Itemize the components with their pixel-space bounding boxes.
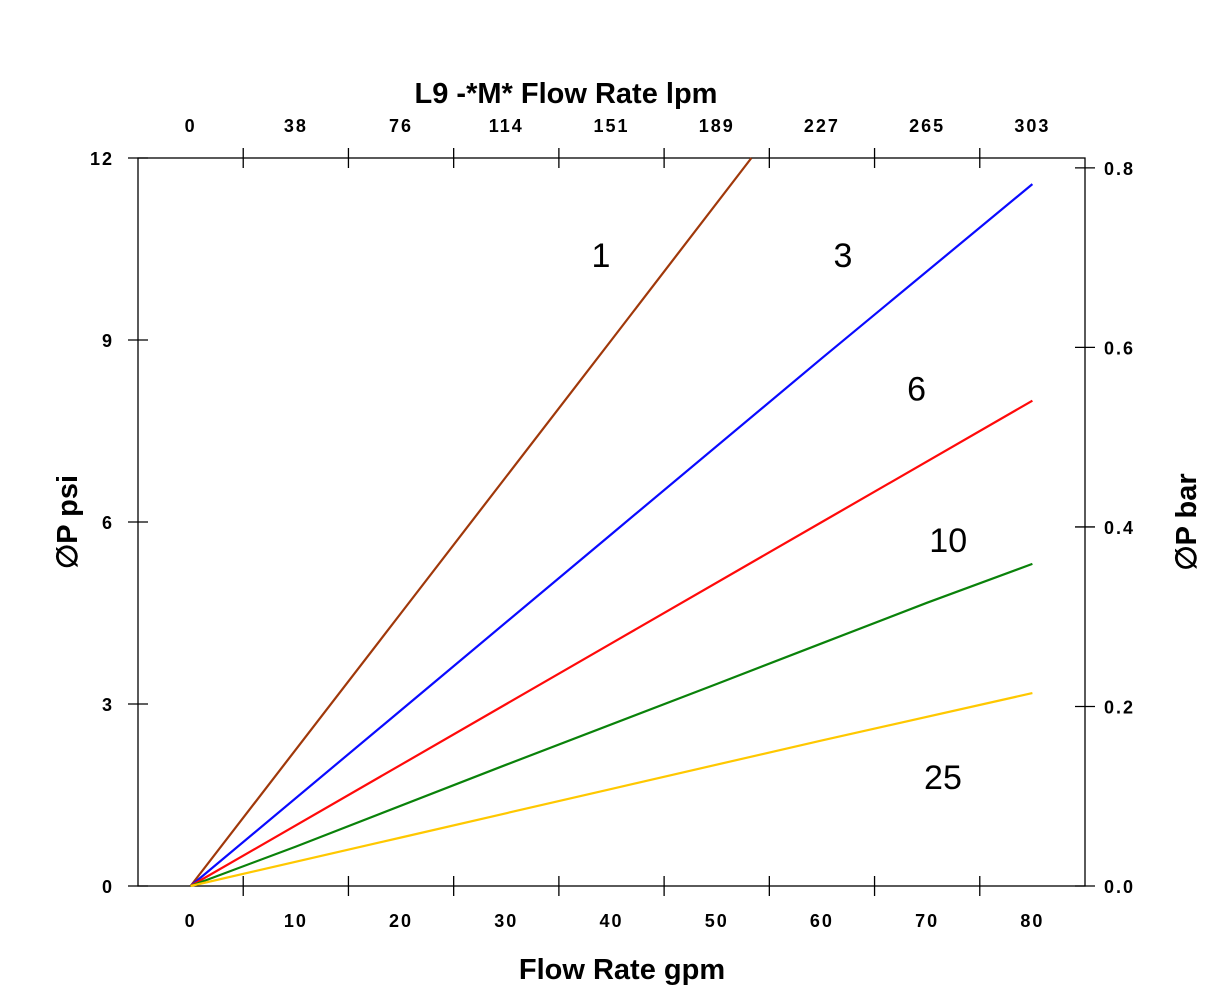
- y-tick-label: 3: [102, 695, 114, 715]
- x-axis-label: Flow Rate gpm: [519, 954, 725, 986]
- y2-tick-label: 0.6: [1104, 338, 1135, 358]
- y2-axis-label: ∅P bar: [1171, 473, 1203, 570]
- x-tick-label: 30: [494, 911, 518, 931]
- x2-tick-label: 303: [1014, 116, 1050, 136]
- x2-tick-label: 76: [389, 116, 413, 136]
- series-label-6: 6: [907, 371, 926, 409]
- series-line-1: [189, 157, 753, 887]
- series-label-1: 1: [592, 237, 611, 275]
- series-line-3: [189, 183, 1034, 887]
- y-tick-label: 12: [90, 149, 114, 169]
- x-tick-label: 10: [284, 911, 308, 931]
- x2-tick-label: 189: [699, 116, 735, 136]
- series-label-3: 3: [834, 237, 853, 275]
- series-label-10: 10: [929, 522, 967, 560]
- y2-tick-label: 0.2: [1104, 697, 1135, 717]
- chart-title: L9 -*M* Flow Rate lpm: [415, 78, 718, 110]
- x-tick-label: 20: [389, 911, 413, 931]
- series-line-10: [190, 562, 1033, 888]
- x2-tick-label: 227: [804, 116, 840, 136]
- series-line-6: [190, 399, 1033, 887]
- y-tick-label: 9: [102, 331, 114, 351]
- y-tick-label: 0: [102, 877, 114, 897]
- x2-tick-label: 114: [489, 116, 524, 136]
- x-tick-label: 80: [1020, 911, 1044, 931]
- x-tick-label: 0: [185, 911, 197, 931]
- x2-tick-label: 0: [185, 116, 197, 136]
- x2-tick-label: 265: [909, 116, 945, 136]
- y-tick-label: 6: [102, 513, 114, 533]
- x-tick-label: 40: [599, 911, 623, 931]
- y-axis-label: ∅P psi: [52, 475, 84, 569]
- x2-tick-label: 38: [284, 116, 308, 136]
- x-tick-label: 70: [915, 911, 939, 931]
- y2-tick-label: 0.0: [1104, 877, 1135, 897]
- series-label-25: 25: [924, 759, 962, 797]
- y2-tick-label: 0.4: [1104, 518, 1135, 538]
- x-tick-label: 50: [705, 911, 729, 931]
- x2-tick-label: 151: [593, 116, 629, 136]
- series-line-25: [190, 692, 1033, 888]
- y2-tick-label: 0.8: [1104, 159, 1135, 179]
- x-tick-label: 60: [810, 911, 834, 931]
